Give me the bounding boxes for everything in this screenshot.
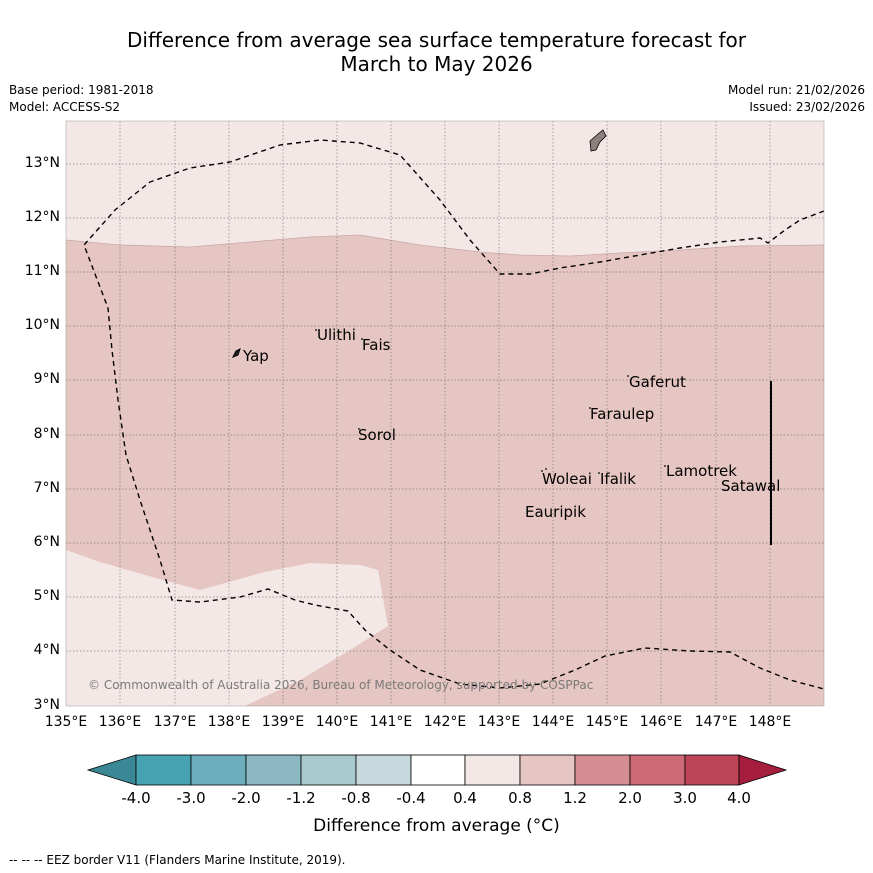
colorbar-segment-7 <box>464 754 521 786</box>
colorbar-label: 0.4 <box>453 789 477 807</box>
colorbar-label: 3.0 <box>673 789 697 807</box>
colorbar-label: -1.2 <box>286 789 316 807</box>
lon-tick: 136°E <box>98 714 142 730</box>
plot-frame <box>65 120 825 707</box>
colorbar-label: -4.0 <box>121 789 151 807</box>
place-label-eauripik: Eauripik <box>525 503 586 521</box>
grid-lines <box>66 121 824 706</box>
colorbar-label: -0.4 <box>396 789 426 807</box>
lat-tick: 9°N <box>33 371 60 387</box>
lon-tick: 141°E <box>369 714 413 730</box>
issued-date: Issued: 23/02/2026 <box>749 100 865 114</box>
colorbar-segment-8 <box>519 754 576 786</box>
colorbar-segment-1 <box>135 754 192 786</box>
lon-tick: 142°E <box>423 714 467 730</box>
lon-tick: 135°E <box>44 714 88 730</box>
place-label-sorol: Sorol <box>358 426 396 444</box>
colorbar-segment-9 <box>574 754 631 786</box>
lon-tick: 144°E <box>531 714 575 730</box>
lat-tick: 8°N <box>33 426 60 442</box>
lon-tick: 140°E <box>315 714 359 730</box>
atoll-marks <box>315 329 666 474</box>
lat-tick: 5°N <box>33 588 60 604</box>
colorbar-extend-high <box>738 754 788 786</box>
lat-tick: 3°N <box>33 697 60 713</box>
colorbar-segment-4 <box>300 754 357 786</box>
colorbar-segment-10 <box>629 754 686 786</box>
lat-tick: 10°N <box>24 317 60 333</box>
lon-tick: 139°E <box>261 714 305 730</box>
lat-tick: 4°N <box>33 642 60 658</box>
colorbar-label: 1.2 <box>563 789 587 807</box>
colorbar-label: 4.0 <box>727 789 751 807</box>
place-label-fais: Fais <box>362 336 391 354</box>
lon-tick: 148°E <box>748 714 792 730</box>
lat-tick: 13°N <box>24 155 60 171</box>
place-label-gaferut: Gaferut <box>629 373 686 391</box>
colorbar-segment-11 <box>684 754 740 786</box>
colorbar-label: -0.8 <box>341 789 371 807</box>
place-label-yap: Yap <box>243 347 269 365</box>
eez-footnote: -- -- -- EEZ border V11 (Flanders Marine… <box>9 853 346 867</box>
model-name: Model: ACCESS-S2 <box>9 100 121 114</box>
place-label-satawal: Satawal <box>721 477 781 495</box>
colorbar-segment-6 <box>410 754 466 786</box>
colorbar-segment-2 <box>190 754 247 786</box>
lon-tick: 147°E <box>694 714 738 730</box>
colorbar-segment-3 <box>245 754 302 786</box>
colorbar-label: 2.0 <box>618 789 642 807</box>
colorbar-extend-low <box>86 754 137 786</box>
copyright-notice: © Commonwealth of Australia 2026, Bureau… <box>88 678 594 692</box>
title-line-1: Difference from average sea surface temp… <box>126 28 746 52</box>
anomaly-band-outline <box>65 234 825 257</box>
lon-tick: 137°E <box>153 714 197 730</box>
base-period: Base period: 1981-2018 <box>9 83 154 97</box>
place-label-faraulep: Faraulep <box>590 405 655 423</box>
anomaly-band-0-8-1-2 <box>66 235 824 706</box>
place-label-ulithi: Ulithi <box>317 326 356 344</box>
lat-tick: 12°N <box>24 209 60 225</box>
colorbar-label: -3.0 <box>176 789 206 807</box>
colorbar-label: 0.8 <box>508 789 532 807</box>
place-label-woleai: Woleai <box>542 470 592 488</box>
place-label-ifalik: Ifalik <box>600 470 636 488</box>
model-run: Model run: 21/02/2026 <box>727 83 865 97</box>
lat-tick: 6°N <box>33 534 60 550</box>
colorbar-segment-5 <box>355 754 412 786</box>
yap-island <box>231 348 241 358</box>
lon-tick: 138°E <box>207 714 251 730</box>
eez-border <box>83 139 825 690</box>
chart-title: Difference from average sea surface temp… <box>0 28 873 76</box>
lon-tick: 143°E <box>477 714 521 730</box>
lat-tick: 11°N <box>24 263 60 279</box>
colorbar-title: Difference from average (°C) <box>313 816 560 836</box>
meta-left: Base period: 1981-2018 Model: ACCESS-S2 <box>9 82 154 116</box>
lon-tick: 145°E <box>585 714 629 730</box>
meta-right: Model run: 21/02/2026 Issued: 23/02/2026 <box>728 82 865 116</box>
title-line-2: March to May 2026 <box>340 52 533 76</box>
guam-island <box>589 129 607 152</box>
place-label-lamotrek: Lamotrek <box>666 462 737 480</box>
colorbar <box>86 754 788 786</box>
colorbar-label: -2.0 <box>231 789 261 807</box>
lon-tick: 146°E <box>639 714 683 730</box>
lat-tick: 7°N <box>33 480 60 496</box>
